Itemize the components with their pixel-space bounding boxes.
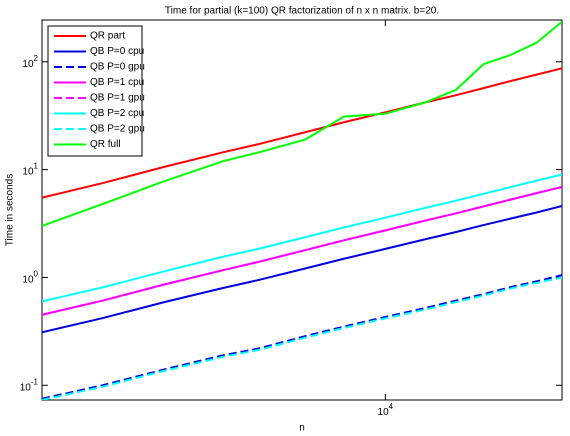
legend-label: QB P=1 gpu [90, 93, 145, 104]
series-line [42, 276, 562, 400]
legend-label: QR part [90, 31, 125, 42]
y-tick-label-base: 10 [20, 382, 32, 393]
legend-label: QB P=1 cpu [90, 77, 144, 88]
series-line [42, 173, 562, 303]
series-line [42, 274, 562, 400]
y-tick-label: 100 [22, 270, 38, 286]
y-tick-label-exponent: 2 [34, 54, 39, 63]
legend-label: QB P=2 gpu [90, 124, 145, 135]
chart-title: Time for partial (k=100) QR factorizatio… [165, 6, 439, 17]
y-tick-label-base: 10 [22, 166, 34, 177]
plot-frame [41, 19, 563, 401]
y-tick-label: 102 [22, 54, 38, 70]
y-axis-label: Time in seconds [5, 174, 16, 246]
y-tick-label-base: 10 [22, 274, 34, 285]
legend-label: QB P=0 cpu [90, 46, 144, 57]
y-tick-label: 101 [22, 162, 38, 178]
y-tick-label-exponent: 1 [34, 162, 39, 171]
y-tick-label-exponent: -1 [31, 377, 39, 386]
series-line [42, 20, 562, 227]
y-tick-label-exponent: 0 [34, 270, 39, 279]
series-line [42, 67, 562, 199]
y-tick-label: 10-1 [20, 377, 39, 393]
x-tick-label-base: 10 [378, 407, 390, 418]
series-line [42, 186, 562, 316]
legend-label: QR full [90, 139, 121, 150]
series-line [42, 204, 562, 334]
x-axis-label: n [299, 423, 305, 434]
legend-label: QB P=2 cpu [90, 108, 144, 119]
y-tick-label-base: 10 [22, 58, 34, 69]
legend-label: QB P=0 gpu [90, 62, 145, 73]
x-tick-label: 104 [378, 402, 394, 418]
legend-box [47, 25, 143, 157]
x-tick-label-exponent: 4 [389, 402, 394, 411]
